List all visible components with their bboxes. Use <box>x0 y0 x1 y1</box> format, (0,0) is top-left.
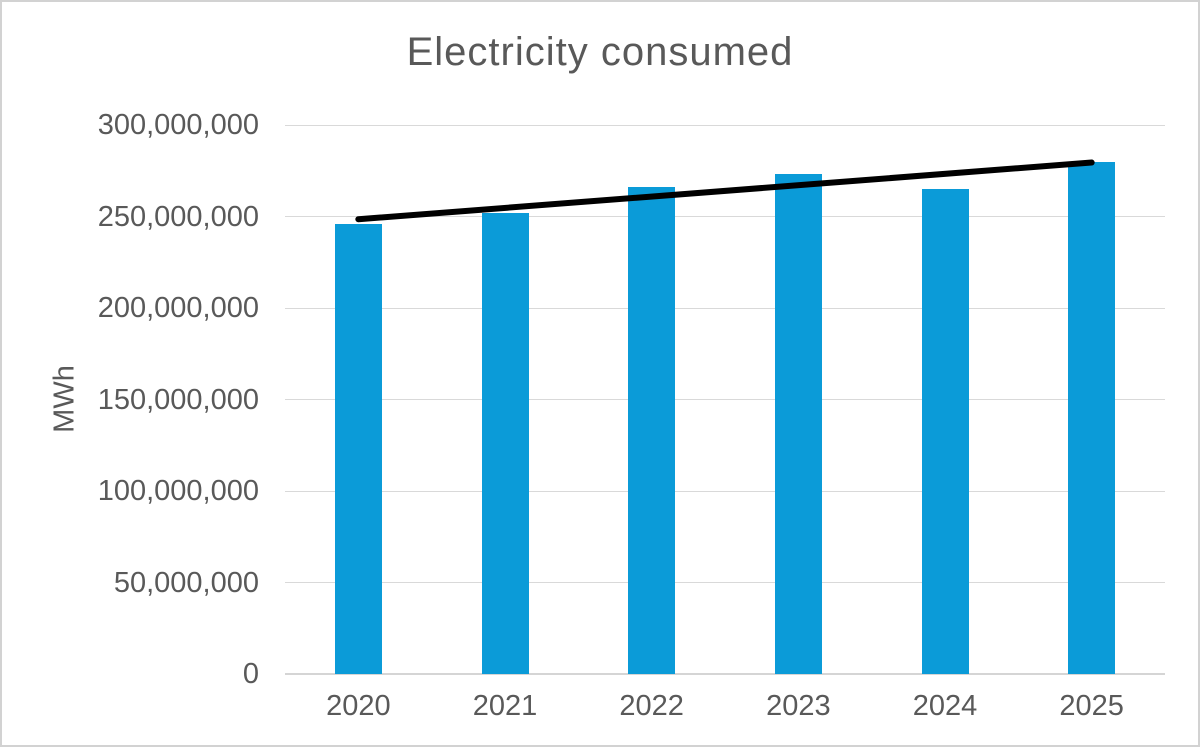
x-tick-label: 2020 <box>326 690 391 722</box>
bar-2022 <box>628 187 676 674</box>
gridline <box>285 582 1165 583</box>
bar-2020 <box>334 223 382 674</box>
y-tick-label: 50,000,000 <box>113 566 259 599</box>
x-tick-label: 2022 <box>619 690 684 722</box>
gridline <box>285 490 1165 492</box>
x-tick-label: 2023 <box>766 690 831 722</box>
plot-area <box>285 124 1165 675</box>
gridline <box>285 307 1165 309</box>
y-tick-label: 0 <box>242 658 259 690</box>
x-tick-label: 2025 <box>1059 690 1124 722</box>
trendline <box>355 159 1095 223</box>
chart-title: Electricity consumed <box>406 30 794 74</box>
y-tick-label: 200,000,000 <box>97 292 259 324</box>
gridline <box>285 124 1165 126</box>
gridline <box>285 216 1165 217</box>
bar-2025 <box>1068 161 1116 674</box>
x-axis-line <box>285 673 1165 675</box>
x-tick-label: 2021 <box>472 690 538 722</box>
bar-2021 <box>481 212 529 674</box>
y-tick-label: 250,000,000 <box>97 200 259 233</box>
y-tick-label: 150,000,000 <box>97 383 259 416</box>
trendline-path <box>355 159 1095 223</box>
y-tick-label: 300,000,000 <box>97 109 259 141</box>
bar-2024 <box>921 189 969 674</box>
x-tick-label: 2024 <box>912 690 978 722</box>
x-axis-tick-labels: 2020 2021 2022 2023 2024 2025 <box>285 690 1165 726</box>
bar-2023 <box>774 174 822 674</box>
y-tick-label: 100,000,000 <box>97 475 259 507</box>
gridline <box>285 399 1165 400</box>
y-axis-tick-labels: 0 50,000,000 100,000,000 150,000,000 200,000… <box>2 2 259 745</box>
